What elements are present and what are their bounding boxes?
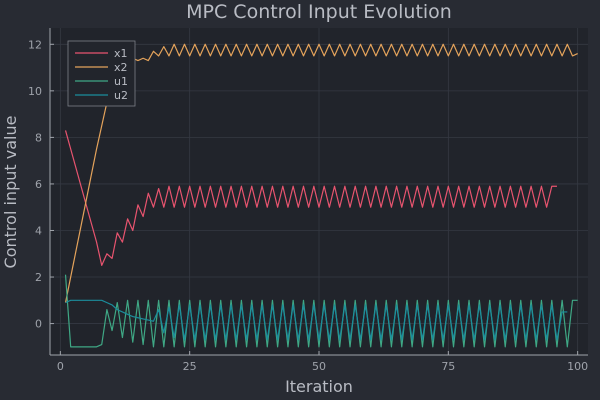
chart-title: MPC Control Input Evolution [186,1,452,23]
series-line-x1 [64,130,557,266]
x-tick-label: 100 [567,360,588,373]
legend-label-x1: x1 [114,47,128,60]
y-tick-label: 2 [35,271,42,284]
series-line-u2 [65,299,568,341]
legend-item-u1: u1 [75,75,128,88]
y-tick-label: 4 [35,224,42,237]
legend-item-u2: u2 [75,89,128,102]
legend-item-x1: x1 [75,47,128,60]
legend-label-x2: x2 [114,61,128,74]
y-tick-label: 6 [35,178,42,191]
legend-item-x2: x2 [75,61,128,74]
tick-labels: 0 25 50 75 100 0 2 4 6 8 10 12 [28,38,588,373]
legend-label-u2: u2 [114,89,128,102]
y-tick-label: 8 [35,131,42,144]
x-tick-label: 75 [441,360,455,373]
legend: x1 x2 u1 u2 [67,40,136,107]
y-tick-label: 10 [28,85,42,98]
series-line-x2 [64,43,578,303]
legend-label-u1: u1 [114,75,128,88]
y-axis-label: Control input value [1,116,20,269]
x-tick-label: 25 [183,360,197,373]
series-lines [64,43,578,348]
y-tick-label: 0 [35,318,42,331]
x-tick-label: 50 [312,360,326,373]
axes [49,28,588,356]
y-tick-label: 12 [28,38,42,51]
x-axis-label: Iteration [285,377,353,396]
x-tick-label: 0 [57,360,64,373]
